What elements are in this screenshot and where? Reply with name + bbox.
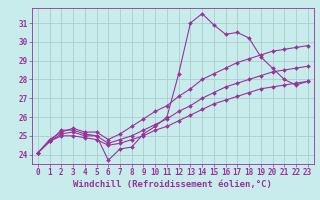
X-axis label: Windchill (Refroidissement éolien,°C): Windchill (Refroidissement éolien,°C) xyxy=(73,180,272,189)
